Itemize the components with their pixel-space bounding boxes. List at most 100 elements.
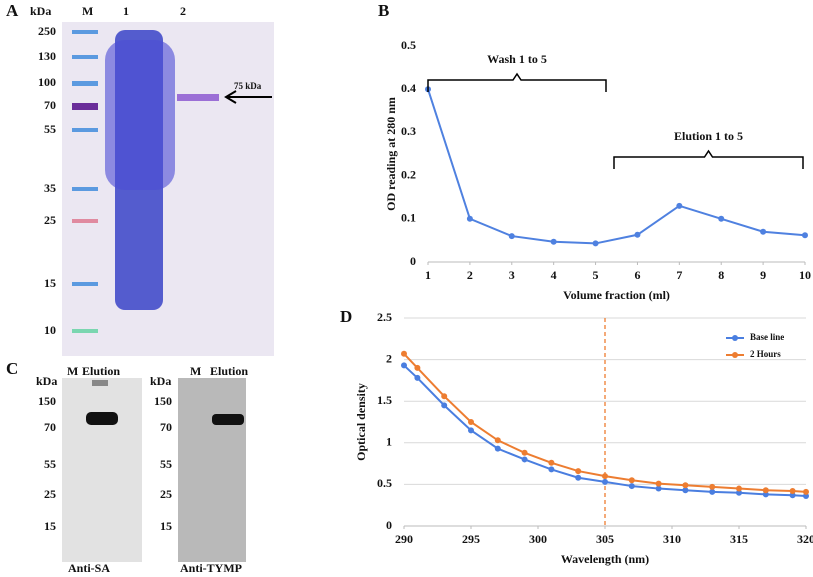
x-tick-label: 1	[425, 268, 431, 282]
point	[401, 350, 407, 357]
y-tick-label: 1.5	[377, 393, 392, 407]
point	[602, 473, 608, 480]
point	[709, 483, 716, 490]
point	[414, 374, 421, 381]
y-tick-label: 2	[386, 351, 392, 365]
x-tick-label: 290	[395, 532, 413, 546]
lane-smear	[105, 40, 175, 190]
blot	[62, 378, 142, 562]
y-tick-label: 1	[386, 435, 392, 449]
point	[401, 362, 407, 369]
x-tick-label: 310	[663, 532, 681, 546]
point	[789, 488, 796, 495]
lane-label: 1	[123, 4, 129, 18]
x-tick-label: 315	[730, 532, 748, 546]
marker-label: 35	[44, 181, 56, 195]
x-axis-label: Volume fraction (ml)	[563, 288, 670, 302]
panel-label: A	[6, 1, 19, 20]
point	[628, 483, 635, 490]
y-tick-label: 0.4	[401, 81, 416, 95]
point	[802, 232, 808, 239]
x-tick-label: 5	[593, 268, 599, 282]
point	[628, 477, 635, 484]
marker-label: 70	[160, 420, 172, 434]
band	[92, 380, 108, 386]
point	[592, 240, 599, 247]
line	[427, 88, 806, 245]
y-tick-label: 2.5	[377, 310, 392, 324]
marker-label: 55	[44, 122, 56, 136]
point	[718, 215, 725, 222]
y-tick-label: 0.2	[401, 167, 416, 181]
point	[508, 233, 515, 240]
y-tick-label: 0.5	[401, 38, 416, 52]
point	[550, 238, 557, 245]
x-tick-label: 6	[634, 268, 640, 282]
legend-label: Base line	[750, 332, 784, 342]
marker-label: 10	[44, 323, 56, 337]
caption: Anti-TYMP	[180, 561, 242, 575]
point	[736, 489, 742, 496]
x-tick-label: 8	[718, 268, 724, 282]
point	[575, 468, 582, 475]
arrow	[224, 90, 272, 104]
panel-label: B	[378, 1, 389, 20]
lane-label: M	[82, 4, 93, 18]
x-tick-label: 305	[596, 532, 614, 546]
legend-swatch	[732, 335, 738, 341]
point	[466, 215, 473, 222]
marker-label: 70	[44, 98, 56, 112]
point	[736, 485, 742, 492]
x-tick-label: 2	[467, 268, 473, 282]
marker-label: 15	[160, 519, 172, 533]
annotation: 75 kDa	[234, 81, 262, 91]
marker-label: 15	[44, 519, 56, 533]
legend-swatch	[732, 352, 738, 358]
point	[676, 202, 683, 209]
marker-label: 250	[38, 24, 56, 38]
point	[634, 231, 641, 238]
x-tick-label: 10	[799, 268, 811, 282]
y-tick-label: 0.5	[377, 476, 392, 490]
band	[212, 414, 244, 425]
blot	[178, 378, 246, 562]
marker-label: 55	[160, 457, 172, 471]
point	[414, 364, 421, 371]
x-axis-label: Wavelength (nm)	[561, 552, 649, 566]
point	[760, 228, 767, 235]
point	[548, 459, 555, 466]
point	[602, 478, 608, 485]
marker-label: 130	[38, 49, 56, 63]
unit-label: kDa	[150, 374, 171, 388]
point	[803, 488, 809, 495]
point	[709, 488, 716, 495]
lane-label: M	[190, 364, 201, 378]
caption: Anti-SA	[68, 561, 110, 575]
point	[682, 482, 689, 489]
unit-label: kDa	[30, 4, 51, 18]
y-tick-label: 0.1	[401, 211, 416, 225]
point	[789, 492, 796, 499]
lane-label: Elution	[210, 364, 248, 378]
x-tick-label: 4	[551, 268, 557, 282]
y-axis-label: OD reading at 280 nm	[384, 97, 398, 211]
unit-label: kDa	[36, 374, 57, 388]
panel-label: C	[6, 359, 18, 378]
point	[762, 487, 769, 494]
legend-label: 2 Hours	[750, 349, 781, 359]
bracket	[613, 149, 804, 169]
point	[468, 427, 474, 434]
point	[575, 474, 582, 481]
y-tick-label: 0	[410, 254, 416, 268]
marker-label: 150	[154, 394, 172, 408]
marker-label: 15	[44, 276, 56, 290]
x-tick-label: 300	[529, 532, 547, 546]
y-tick-label: 0.3	[401, 124, 416, 138]
point	[494, 437, 501, 444]
point	[468, 419, 474, 425]
marker-label: 25	[44, 213, 56, 227]
point	[494, 445, 501, 452]
point	[521, 449, 528, 456]
marker-label: 100	[38, 75, 56, 89]
